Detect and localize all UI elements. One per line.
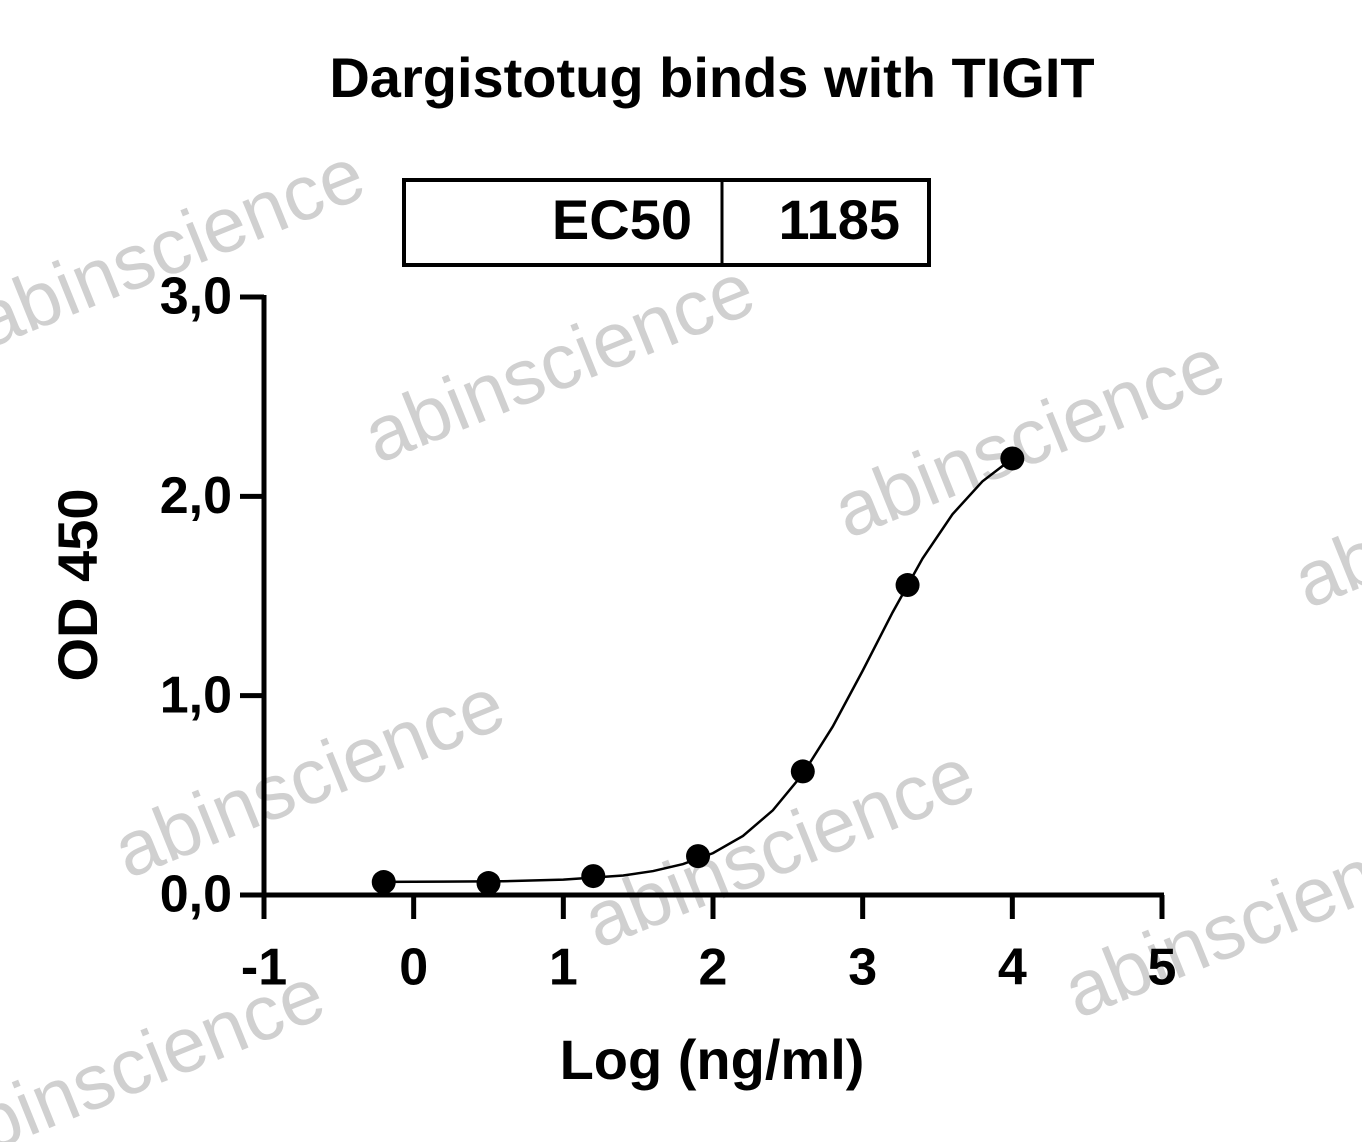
data-point — [686, 844, 711, 869]
y-tick-label: 1,0 — [160, 666, 232, 724]
x-axis-label: Log (ng/ml) — [560, 1028, 865, 1091]
data-point — [790, 759, 815, 784]
watermark: abinscience — [351, 244, 766, 480]
x-tick-label: 4 — [998, 939, 1027, 997]
watermark: abinscience — [1051, 799, 1362, 1035]
chart-title: Dargistotug binds with TIGIT — [329, 46, 1094, 109]
watermark: abinscience — [0, 129, 376, 365]
x-tick-label: 5 — [1148, 939, 1177, 997]
data-point — [371, 870, 396, 895]
stats-box — [402, 178, 931, 267]
watermark: abinscience — [571, 729, 986, 965]
fit-curve — [383, 457, 1014, 884]
watermark: abinscience — [1281, 389, 1362, 625]
y-tick-label: 3,0 — [160, 268, 232, 326]
x-tick-label: 0 — [399, 939, 428, 997]
x-tick-label: 2 — [699, 939, 728, 997]
data-point — [476, 871, 501, 896]
x-tick-label: 3 — [848, 939, 877, 997]
data-point — [1000, 446, 1025, 471]
y-axis-label: OD 450 — [46, 489, 109, 682]
watermark: abinscience — [821, 319, 1236, 555]
y-tick-label: 2,0 — [160, 467, 232, 525]
stats-value: 1185 — [779, 188, 901, 251]
x-tick-label: -1 — [241, 939, 287, 997]
x-tick-label: 1 — [549, 939, 578, 997]
data-point — [581, 864, 606, 889]
stats-label: EC50 — [552, 188, 692, 251]
y-tick-label: 0,0 — [160, 866, 232, 924]
data-point — [895, 573, 920, 598]
